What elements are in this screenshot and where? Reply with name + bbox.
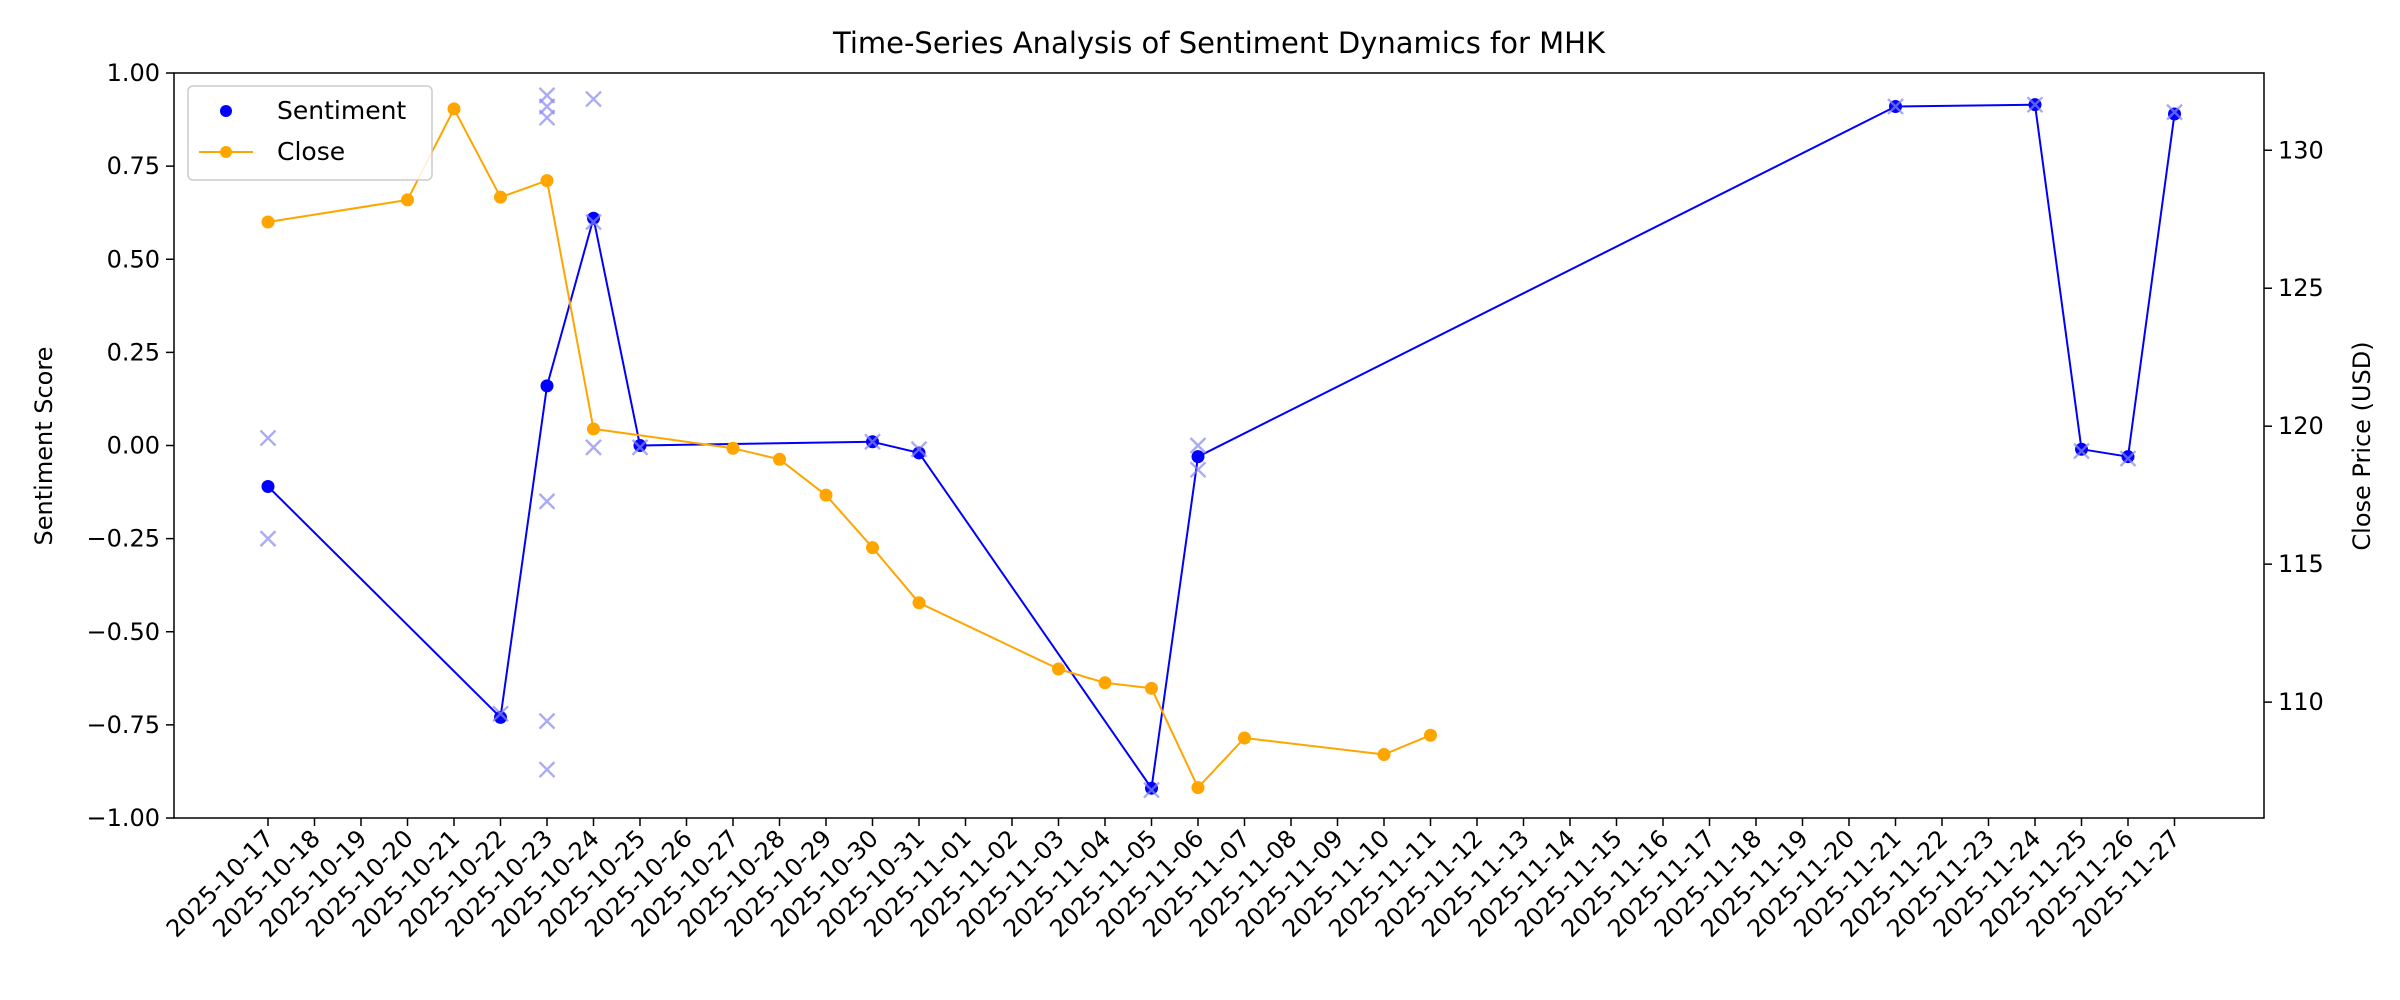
- sentiment-point: [2121, 450, 2135, 464]
- close-point: [587, 422, 600, 436]
- sentiment-point: [2075, 442, 2088, 456]
- left-tick-label: 1.00: [107, 59, 160, 87]
- legend-frame: [187, 85, 433, 181]
- left-axis: −1.00 −0.75 −0.50 −0.25 0.00 0.25 0.50 0.75 1.00: [86, 59, 174, 832]
- sentiment-raw-point: [538, 493, 556, 510]
- right-tick-label: 120: [2278, 412, 2324, 440]
- close-point: [261, 215, 275, 229]
- left-axis-label: Sentiment Score: [30, 347, 58, 546]
- sentiment-raw-point: [585, 90, 602, 108]
- legend-marker-close: [220, 146, 232, 158]
- sentiment-raw-point: [259, 530, 277, 547]
- right-axis-label: Close Price (USD): [2348, 341, 2376, 550]
- sentiment-raw-point: [631, 439, 649, 456]
- left-tick-label: 0.75: [107, 152, 160, 180]
- close-point: [1098, 676, 1112, 690]
- left-tick-label: 0.25: [107, 338, 160, 366]
- x-axis: 2025-10-172025-10-182025-10-192025-10-20…: [161, 818, 2186, 943]
- close-point: [912, 596, 926, 610]
- sentiment-raw-point: [910, 440, 928, 458]
- close-point: [1377, 748, 1391, 762]
- sentiment-point: [261, 479, 275, 493]
- left-tick-label: 0.00: [107, 432, 160, 460]
- legend-label-sentiment: Sentiment: [277, 96, 406, 125]
- sentiment-point: [633, 439, 647, 452]
- left-tick-label: −0.75: [86, 711, 160, 739]
- right-axis: 110 115 120 125 130: [2264, 136, 2324, 716]
- close-point: [1191, 781, 1205, 795]
- left-tick-label: −0.25: [86, 525, 160, 553]
- plot-area: [259, 87, 2183, 799]
- sentiment-raw-point: [1143, 781, 1160, 799]
- legend: Sentiment Close: [187, 85, 433, 181]
- sentiment-raw-point: [538, 109, 556, 127]
- close-point: [401, 193, 414, 207]
- legend-label-close: Close: [277, 137, 345, 166]
- sentiment-point: [912, 446, 926, 460]
- sentiment-raw-point: [1189, 437, 1207, 454]
- sentiment-point: [1145, 781, 1158, 795]
- close-point: [1238, 731, 1251, 745]
- right-tick-label: 115: [2278, 550, 2324, 578]
- sentiment-point: [494, 710, 507, 724]
- sentiment-raw-point: [538, 712, 556, 730]
- sentiment-raw-point: [492, 705, 509, 723]
- right-tick-label: 125: [2278, 274, 2324, 302]
- close-point: [773, 452, 786, 466]
- left-tick-label: −1.00: [86, 804, 160, 832]
- sentiment-point: [1191, 450, 1205, 464]
- sentiment-raw-point: [864, 433, 881, 451]
- sentiment-raw-point: [2026, 96, 2044, 114]
- close-point: [1145, 681, 1158, 695]
- legend-marker-sentiment: [220, 105, 232, 117]
- right-tick-label: 130: [2278, 136, 2324, 164]
- sentiment-line: [267, 103, 2176, 790]
- sentiment-point: [540, 379, 554, 393]
- chart-title: Time-Series Analysis of Sentiment Dynami…: [832, 26, 1606, 60]
- close-point: [726, 441, 740, 455]
- close-point: [1052, 662, 1065, 676]
- sentiment-raw-point: [2119, 450, 2137, 467]
- close-point: [494, 190, 507, 204]
- sentiment-raw-point: [1189, 461, 1207, 479]
- sentiment-raw-point: [2166, 103, 2183, 121]
- right-tick-label: 110: [2278, 688, 2324, 716]
- close-line: [267, 107, 1431, 789]
- close-point: [1424, 728, 1437, 742]
- sentiment-point: [2168, 107, 2181, 121]
- close-point: [866, 541, 879, 555]
- sentiment-point: [587, 211, 600, 225]
- left-tick-label: 0.50: [107, 245, 160, 273]
- close-point: [819, 488, 833, 502]
- sentiment-raw-point: [585, 213, 602, 231]
- sentiment-raw-point: [2073, 442, 2090, 460]
- close-point: [447, 102, 461, 116]
- sentiment-raw-point: [259, 429, 277, 447]
- close-point: [540, 174, 554, 188]
- sentiment-raw-point: [585, 439, 602, 456]
- left-tick-label: −0.50: [86, 618, 160, 646]
- sentiment-raw-point: [538, 761, 556, 778]
- sentiment-raw-point: [1887, 98, 1904, 115]
